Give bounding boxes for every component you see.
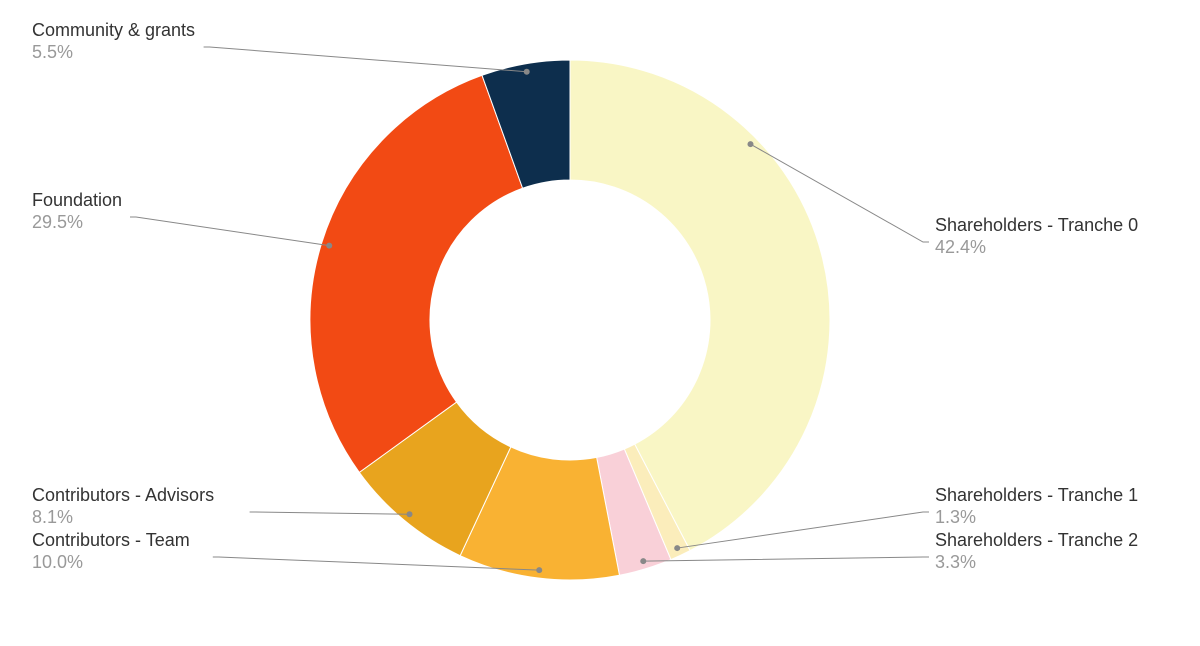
segment-label: Contributors - Team: [32, 530, 190, 550]
segment-percent: 8.1%: [32, 507, 73, 527]
leader-line: [250, 512, 410, 514]
segment-percent: 1.3%: [935, 507, 976, 527]
leader-line: [643, 557, 929, 561]
segment-percent: 10.0%: [32, 552, 83, 572]
segment-label: Community & grants: [32, 20, 195, 40]
donut-segment: [310, 75, 523, 472]
leader-line: [204, 47, 527, 72]
segment-percent: 3.3%: [935, 552, 976, 572]
segment-percent: 42.4%: [935, 237, 986, 257]
segment-label: Foundation: [32, 190, 122, 210]
segment-label: Shareholders - Tranche 2: [935, 530, 1138, 550]
leader-line: [130, 217, 329, 246]
segment-label: Shareholders - Tranche 1: [935, 485, 1138, 505]
segment-label: Shareholders - Tranche 0: [935, 215, 1138, 235]
segment-percent: 5.5%: [32, 42, 73, 62]
segment-label: Contributors - Advisors: [32, 485, 214, 505]
donut-chart: Shareholders - Tranche 042.4% Shareholder…: [0, 0, 1200, 646]
segment-percent: 29.5%: [32, 212, 83, 232]
